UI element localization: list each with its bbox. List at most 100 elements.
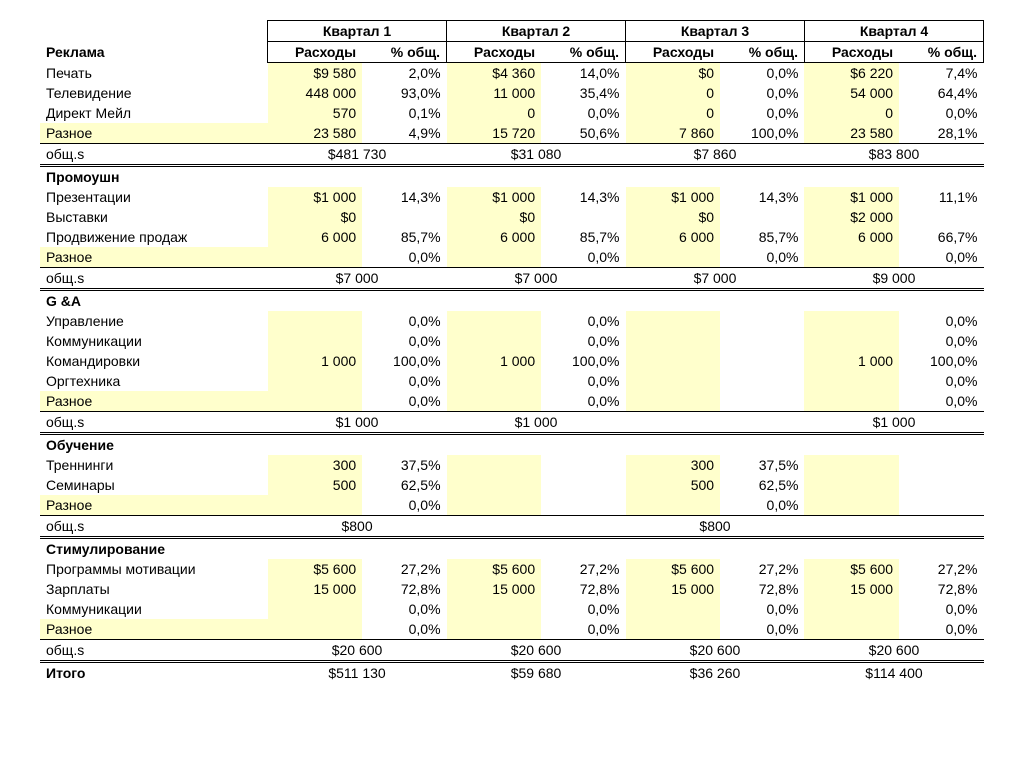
section-total-label: общ.s — [40, 516, 268, 538]
section-title: Стимулирование — [40, 538, 268, 560]
section-total-label: общ.s — [40, 412, 268, 434]
table-row: Продвижение продаж6 00085,7%6 00085,7%6 … — [40, 227, 984, 247]
row-label: Коммуникации — [40, 599, 268, 619]
section-header: G &A — [40, 290, 984, 312]
table-row: Разное0,0%0,0% — [40, 495, 984, 516]
row-label: Разное — [40, 619, 268, 640]
table-row: Разное0,0%0,0%0,0% — [40, 391, 984, 412]
table-row: Директ Мейл5700,1%00,0%00,0%00,0% — [40, 103, 984, 123]
sub-pct-q2: % общ. — [541, 42, 625, 63]
row-label: Треннинги — [40, 455, 268, 475]
section-total-row: общ.s$800$800 — [40, 516, 984, 538]
row-label: Телевидение — [40, 83, 268, 103]
row-label: Программы мотивации — [40, 559, 268, 579]
section-total-value: $9 000 — [804, 268, 983, 290]
section-total-value: $20 600 — [268, 640, 447, 662]
section-header: Промоушн — [40, 166, 984, 188]
sub-value-q2: Расходы — [447, 42, 542, 63]
grand-total-row: Итого$511 130$59 680$36 260$114 400 — [40, 662, 984, 684]
grand-total-value: $511 130 — [268, 662, 447, 684]
row-label: Разное — [40, 391, 268, 412]
row-label: Разное — [40, 495, 268, 516]
row-label: Выставки — [40, 207, 268, 227]
sub-value-q1: Расходы — [268, 42, 363, 63]
section-total-value: $83 800 — [804, 144, 983, 166]
section-total-row: общ.s$1 000$1 000$1 000 — [40, 412, 984, 434]
row-label: Зарплаты — [40, 579, 268, 599]
table-row: Зарплаты15 00072,8%15 00072,8%15 00072,8… — [40, 579, 984, 599]
table-row: Разное0,0%0,0%0,0%0,0% — [40, 247, 984, 268]
section-total-value — [447, 516, 626, 538]
row-label: Управление — [40, 311, 268, 331]
table-row: Управление0,0%0,0%0,0% — [40, 311, 984, 331]
section-total-value: $20 600 — [626, 640, 805, 662]
section-total-value: $1 000 — [804, 412, 983, 434]
sub-value-q4: Расходы — [804, 42, 899, 63]
row-label: Директ Мейл — [40, 103, 268, 123]
section-header: Стимулирование — [40, 538, 984, 560]
table-row: Выставки$0$0$0$2 000 — [40, 207, 984, 227]
row-label: Презентации — [40, 187, 268, 207]
sub-header-row: Реклама Расходы % общ. Расходы % общ. Ра… — [40, 42, 984, 63]
section-total-row: общ.s$20 600$20 600$20 600$20 600 — [40, 640, 984, 662]
table-row: Печать$9 5802,0%$4 36014,0%$00,0%$6 2207… — [40, 63, 984, 84]
section-total-value: $20 600 — [447, 640, 626, 662]
row-label: Семинары — [40, 475, 268, 495]
section-total-value: $31 080 — [447, 144, 626, 166]
row-label: Печать — [40, 63, 268, 84]
table-row: Семинары50062,5%50062,5% — [40, 475, 984, 495]
sub-pct-q4: % общ. — [899, 42, 983, 63]
sub-pct-q3: % общ. — [720, 42, 804, 63]
section-total-value: $1 000 — [268, 412, 447, 434]
section-total-value: $7 860 — [626, 144, 805, 166]
section-total-label: общ.s — [40, 268, 268, 290]
table-row: Программы мотивации$5 60027,2%$5 60027,2… — [40, 559, 984, 579]
grand-total-value: $114 400 — [804, 662, 983, 684]
section-title: Обучение — [40, 434, 268, 456]
table-row: Треннинги30037,5%30037,5% — [40, 455, 984, 475]
row-label: Разное — [40, 123, 268, 144]
section-total-row: общ.s$481 730$31 080$7 860$83 800 — [40, 144, 984, 166]
row-label: Оргтехника — [40, 371, 268, 391]
section-total-value — [804, 516, 983, 538]
section-total-value: $481 730 — [268, 144, 447, 166]
section-header: Обучение — [40, 434, 984, 456]
q2-header: Квартал 2 — [447, 21, 626, 42]
table-row: Презентации$1 00014,3%$1 00014,3%$1 0001… — [40, 187, 984, 207]
grand-total-value: $59 680 — [447, 662, 626, 684]
q3-header: Квартал 3 — [626, 21, 805, 42]
quarter-header-row: Квартал 1 Квартал 2 Квартал 3 Квартал 4 — [40, 21, 984, 42]
row-label: Коммуникации — [40, 331, 268, 351]
table-row: Разное0,0%0,0%0,0%0,0% — [40, 619, 984, 640]
sub-value-q3: Расходы — [626, 42, 721, 63]
q4-header: Квартал 4 — [804, 21, 983, 42]
table-row: Телевидение448 00093,0%11 00035,4%00,0%5… — [40, 83, 984, 103]
sub-pct-q1: % общ. — [362, 42, 446, 63]
row-label: Разное — [40, 247, 268, 268]
row-label: Командировки — [40, 351, 268, 371]
section-title: Промоушн — [40, 166, 268, 188]
section-total-value: $7 000 — [268, 268, 447, 290]
table-row: Оргтехника0,0%0,0%0,0% — [40, 371, 984, 391]
section-title: G &A — [40, 290, 268, 312]
section-total-label: общ.s — [40, 640, 268, 662]
section-total-value: $7 000 — [447, 268, 626, 290]
row-label: Продвижение продаж — [40, 227, 268, 247]
table-row: Коммуникации0,0%0,0%0,0%0,0% — [40, 599, 984, 619]
section-head: Реклама — [40, 42, 268, 63]
budget-table: Квартал 1 Квартал 2 Квартал 3 Квартал 4 … — [40, 20, 984, 683]
section-total-value: $800 — [626, 516, 805, 538]
grand-total-value: $36 260 — [626, 662, 805, 684]
section-total-value — [626, 412, 805, 434]
section-total-value: $20 600 — [804, 640, 983, 662]
section-total-value: $1 000 — [447, 412, 626, 434]
section-total-label: общ.s — [40, 144, 268, 166]
section-total-value: $800 — [268, 516, 447, 538]
q1-header: Квартал 1 — [268, 21, 447, 42]
table-row: Командировки1 000100,0%1 000100,0%1 0001… — [40, 351, 984, 371]
table-row: Коммуникации0,0%0,0%0,0% — [40, 331, 984, 351]
section-total-value: $7 000 — [626, 268, 805, 290]
table-row: Разное23 5804,9%15 72050,6%7 860100,0%23… — [40, 123, 984, 144]
section-total-row: общ.s$7 000$7 000$7 000$9 000 — [40, 268, 984, 290]
grand-total-label: Итого — [40, 662, 268, 684]
